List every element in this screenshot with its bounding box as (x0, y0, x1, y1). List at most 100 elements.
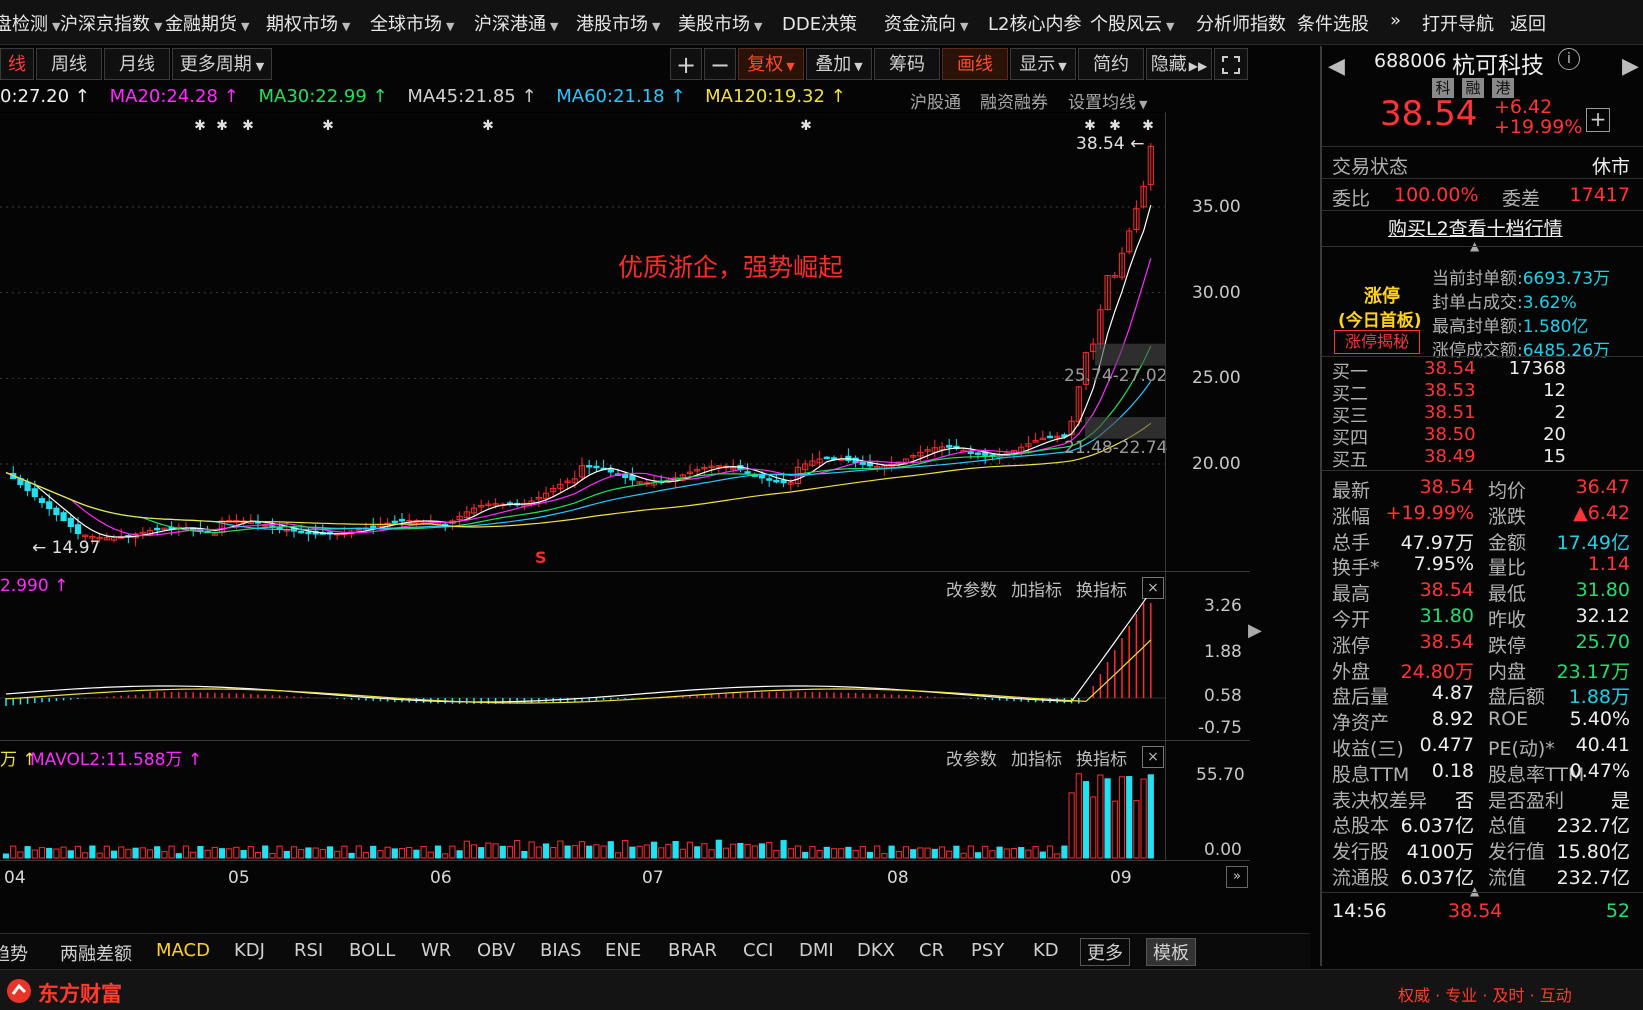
chips-button[interactable]: 筹码 (874, 48, 940, 80)
nav-item-14[interactable]: » (1390, 10, 1401, 31)
nav-item-10[interactable]: L2核心内参 (988, 10, 1081, 36)
brand-name: 东方财富 (38, 978, 122, 1008)
indicator-tab-DKX[interactable]: DKX (857, 940, 895, 961)
indicator-tab-KD[interactable]: KD (1033, 940, 1059, 961)
nav-item-label: » (1390, 10, 1401, 31)
volume-bar (464, 841, 469, 858)
volume-bar (378, 851, 383, 858)
stock-name[interactable]: 杭可科技 (1452, 46, 1544, 80)
macd-chart[interactable] (0, 598, 1165, 738)
more-periods-dropdown[interactable]: 更多周期 ▼ (172, 48, 272, 80)
margin-trading-link[interactable]: 融资融券 (980, 88, 1048, 113)
hk-connect-link[interactable]: 沪股通 (910, 88, 961, 113)
zoom-in-button[interactable]: + (670, 48, 702, 80)
volume-bar (306, 848, 311, 858)
sell-signal-marker[interactable]: S (535, 548, 547, 567)
indicator-tab-两融差额[interactable]: 两融差额 (60, 940, 132, 966)
bid-price: 38.50 (1424, 424, 1476, 445)
overlay-button[interactable]: 叠加 ▼ (806, 48, 872, 80)
buy-l2-link[interactable]: 购买L2查看十档行情 (1388, 214, 1563, 241)
next-stock-arrow-icon[interactable]: ▶ (1622, 54, 1639, 79)
fullscreen-button[interactable] (1214, 48, 1248, 80)
chevron-up-icon[interactable]: ▲ (1470, 884, 1479, 898)
indicator-tab-ENE[interactable]: ENE (605, 940, 641, 961)
nav-item-3[interactable]: 期权市场 ▼ (266, 10, 350, 36)
nav-item-11[interactable]: 个股风云 ▼ (1090, 10, 1174, 36)
order-ratio-label: 委比 (1332, 188, 1370, 210)
volume-bar (54, 849, 59, 858)
adjust-rights-button[interactable]: 复权 ▼ (738, 48, 804, 80)
indicator-tab-模板[interactable]: 模板 (1146, 938, 1196, 966)
volume-bar (500, 846, 505, 858)
indicator-tab-更多[interactable]: 更多 (1080, 938, 1130, 966)
nav-item-1[interactable]: 沪深京指数 ▼ (60, 10, 162, 36)
event-marker-icon[interactable]: ✱ (1084, 118, 1096, 134)
period-week-button[interactable]: 周线 (36, 48, 102, 80)
event-marker-icon[interactable]: ✱ (242, 118, 254, 134)
simple-mode-button[interactable]: 简约 (1078, 48, 1144, 80)
candlestick-chart[interactable]: ✱ ✱ ✱ ✱ ✱ ✱ ✱ ✱ ✱ (0, 112, 1250, 572)
info-icon[interactable]: i (1558, 48, 1580, 70)
indicator-tab-BRAR[interactable]: BRAR (668, 940, 717, 961)
stat-value: 38.54 (1420, 631, 1474, 653)
event-marker-icon[interactable]: ✱ (1109, 118, 1121, 134)
event-marker-icon[interactable]: ✱ (1142, 118, 1154, 134)
draw-line-button[interactable]: 画线 (942, 48, 1008, 80)
nav-item-15[interactable]: 打开导航 (1422, 10, 1494, 36)
nav-item-13[interactable]: 条件选股 (1297, 10, 1369, 36)
stat-label: 最新 (1332, 480, 1370, 502)
indicator-tab-KDJ[interactable]: KDJ (234, 940, 265, 961)
chip-range-high: 25.74-27.02 (1064, 366, 1167, 386)
hide-button[interactable]: 隐藏 ▶▶ (1146, 48, 1212, 80)
nav-item-9[interactable]: 资金流向 ▼ (884, 10, 968, 36)
nav-item-2[interactable]: 金融期货 ▼ (165, 10, 249, 36)
indicator-tab-趋势[interactable]: 趋势 (0, 940, 28, 966)
display-button[interactable]: 显示 ▼ (1010, 48, 1076, 80)
indicator-tab-WR[interactable]: WR (421, 940, 451, 961)
event-marker-icon[interactable]: ✱ (482, 118, 494, 134)
limit-up-reveal-button[interactable]: 涨停揭秘 (1334, 330, 1420, 354)
volume-chart[interactable] (0, 766, 1165, 860)
volume-bar (587, 846, 592, 858)
indicator-tab-BIAS[interactable]: BIAS (540, 940, 581, 961)
quote-panel: ◀ ▶ 688006 杭可科技 i 科 融 港 38.54 +6.42 +19.… (1320, 46, 1643, 966)
scroll-right-button[interactable]: » (1226, 866, 1248, 888)
nav-item-8[interactable]: DDE决策 (782, 10, 857, 36)
indicator-tab-RSI[interactable]: RSI (294, 940, 323, 961)
event-marker-icon[interactable]: ✱ (800, 118, 812, 134)
zoom-out-button[interactable]: − (704, 48, 736, 80)
nav-item-0[interactable]: 盘检测 ▼ (0, 10, 60, 36)
indicator-tab-DMI[interactable]: DMI (799, 940, 834, 961)
period-month-button[interactable]: 月线 (104, 48, 170, 80)
nav-item-6[interactable]: 港股市场 ▼ (576, 10, 660, 36)
nav-item-4[interactable]: 全球市场 ▼ (370, 10, 454, 36)
close-icon[interactable]: × (1142, 746, 1164, 768)
nav-item-7[interactable]: 美股市场 ▼ (678, 10, 762, 36)
indicator-tab-PSY[interactable]: PSY (971, 940, 1004, 961)
bid-row[interactable]: 买五 38.49 15 (1332, 446, 1642, 472)
indicator-tab-CR[interactable]: CR (919, 940, 944, 961)
indicator-tab-BOLL[interactable]: BOLL (349, 940, 395, 961)
candle-body (767, 479, 772, 481)
indicator-tab-MACD[interactable]: MACD (156, 940, 210, 961)
volume-bar (932, 849, 937, 858)
close-icon[interactable]: × (1142, 577, 1164, 599)
nav-item-12[interactable]: 分析师指数 (1196, 10, 1286, 36)
add-watchlist-button[interactable]: + (1586, 108, 1610, 132)
indicator-tab-OBV[interactable]: OBV (477, 940, 515, 961)
nav-item-5[interactable]: 沪深港通 ▼ (474, 10, 558, 36)
prev-stock-arrow-icon[interactable]: ◀ (1328, 54, 1345, 79)
ma-settings-dropdown[interactable]: 设置均线 ▼ (1068, 88, 1147, 113)
event-marker-icon[interactable]: ✱ (322, 118, 334, 134)
indicator-tab-bar: 趋势 两融差额 MACD KDJ RSI BOLL WR OBV BIAS ENE BRAR CCI D… (0, 933, 1310, 968)
collapse-panel-arrow-icon[interactable]: ▶ (1248, 620, 1262, 641)
month-label: 05 (228, 868, 250, 888)
event-marker-icon[interactable]: ✱ (216, 118, 228, 134)
stat-value: 232.7亿 (1557, 811, 1630, 838)
high-price-label: 38.54 ← (1076, 134, 1144, 154)
chart-annotation[interactable]: 优质浙企，强势崛起 (618, 248, 843, 284)
event-marker-icon[interactable]: ✱ (194, 118, 206, 134)
nav-item-16[interactable]: 返回 (1510, 10, 1546, 36)
indicator-tab-CCI[interactable]: CCI (743, 940, 773, 961)
period-day-button[interactable]: 线 (0, 48, 34, 80)
